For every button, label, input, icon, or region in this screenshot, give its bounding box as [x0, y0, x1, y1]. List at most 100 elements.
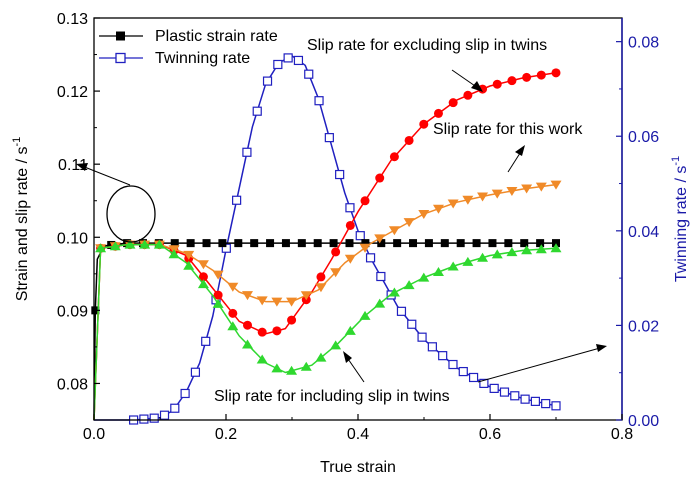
data-point-slip-including: [109, 241, 121, 251]
data-point-slip-this-work: [197, 260, 209, 270]
data-point-slip-including: [491, 249, 503, 259]
data-point-plastic: [202, 239, 211, 248]
data-point-slip-excluding: [433, 108, 443, 118]
data-point-slip-this-work: [388, 226, 400, 236]
data-point-slip-excluding: [448, 98, 458, 108]
data-point-twinning: [345, 203, 355, 213]
data-point-plastic: [297, 239, 306, 248]
data-point-slip-excluding: [243, 320, 253, 330]
data-point-twinning: [499, 387, 510, 397]
data-point-slip-including: [418, 272, 430, 282]
data-point-plastic: [313, 239, 322, 248]
arrow-including-head: [343, 351, 352, 363]
y-right-tick-label: 0.06: [628, 129, 659, 146]
data-point-twinning: [520, 394, 530, 404]
data-point-slip-including: [432, 267, 444, 277]
data-point-plastic: [520, 239, 529, 248]
data-point-twinning: [417, 332, 427, 342]
data-point-slip-including: [168, 249, 180, 259]
data-point-slip-this-work: [242, 291, 254, 301]
data-point-slip-excluding: [287, 315, 297, 325]
data-point-twinning: [355, 231, 365, 241]
data-point-slip-this-work: [477, 192, 489, 202]
data-point-slip-excluding: [463, 90, 473, 100]
y-right-tick-label: 0.02: [628, 318, 659, 335]
data-point-slip-including: [359, 310, 371, 320]
data-point-twinning: [252, 106, 262, 116]
data-point-slip-including: [403, 280, 415, 290]
data-point-slip-including: [300, 361, 312, 371]
data-point-slip-excluding: [536, 70, 546, 80]
data-point-slip-excluding: [257, 327, 267, 337]
arrow-plastic-axis: [81, 165, 131, 186]
axis-ticks: 0.0 0.2 0.4 0.6 0.8 0.08 0.09 0.10 0.11 0.12 0.13 0…: [57, 11, 659, 443]
data-point-slip-including: [535, 244, 547, 254]
data-point-twinning: [139, 414, 149, 424]
arrow-plastic-axis-head: [76, 163, 88, 171]
annotation-including-label: Slip rate for including slip in twins: [214, 388, 450, 405]
y-left-axis-title: Strain and slip rate / s-1: [11, 137, 31, 302]
data-point-slip-excluding: [331, 247, 341, 257]
data-point-twinning: [468, 372, 479, 383]
data-point-slip-including: [550, 243, 562, 253]
data-point-slip-including: [447, 261, 459, 271]
data-point-twinning: [365, 253, 376, 263]
data-point-slip-including: [286, 365, 298, 375]
data-point-slip-including: [330, 340, 342, 350]
x-tick-label: 0.2: [215, 426, 237, 443]
data-point-slip-including: [462, 256, 474, 266]
data-point-plastic: [234, 239, 243, 248]
x-tick-label: 0.6: [479, 426, 501, 443]
data-point-twinning: [180, 388, 190, 399]
data-point-twinning: [541, 398, 551, 409]
data-point-slip-including: [124, 239, 136, 249]
data-point-twinning: [190, 367, 201, 377]
highlight-ellipse: [106, 185, 156, 243]
data-point-twinning: [232, 195, 242, 205]
data-point-slip-this-work: [374, 234, 386, 244]
data-point-plastic: [393, 239, 402, 248]
data-point-slip-including: [521, 245, 533, 255]
legend-marker-twinning: [115, 52, 126, 64]
y-right-axis-title: Twinning rate / s-1: [670, 156, 690, 282]
data-point-slip-including: [388, 287, 400, 297]
data-point-twinning: [407, 319, 417, 329]
data-point-slip-including: [95, 243, 107, 253]
data-point-plastic: [472, 239, 481, 248]
x-axis-title: True strain: [320, 459, 396, 476]
data-point-plastic: [170, 239, 179, 248]
data-point-twinning: [551, 401, 561, 411]
data-point-plastic: [504, 239, 513, 248]
data-point-twinning: [427, 342, 437, 352]
annotation-this-work-label: Slip rate for this work: [433, 121, 583, 138]
data-point-twinning: [335, 169, 345, 180]
data-point-twinning: [479, 378, 489, 388]
x-tick-label: 0.8: [611, 426, 633, 443]
y-right-tick-label: 0.00: [628, 413, 659, 430]
data-point-twinning: [396, 306, 407, 316]
x-tick-label: 0.4: [347, 426, 369, 443]
data-point-slip-excluding: [272, 326, 282, 336]
data-point-plastic: [424, 239, 433, 248]
arrow-twinning-axis: [477, 347, 601, 383]
data-point-twinning: [262, 76, 273, 86]
data-point-twinning: [304, 69, 314, 79]
y-left-tick-label: 0.13: [57, 11, 88, 28]
data-point-slip-excluding: [228, 308, 238, 318]
y-left-tick-label: 0.09: [57, 303, 88, 320]
y-left-tick-label: 0.11: [58, 157, 88, 174]
data-point-slip-including: [271, 363, 283, 373]
data-point-slip-this-work: [432, 204, 444, 214]
data-point-slip-excluding: [522, 72, 532, 82]
data-point-plastic: [186, 239, 195, 248]
data-point-twinning: [458, 366, 468, 377]
data-point-slip-this-work: [315, 283, 327, 293]
data-point-slip-this-work: [344, 254, 356, 264]
data-point-twinning: [283, 53, 293, 63]
data-point-slip-including: [315, 352, 327, 362]
data-point-slip-this-work: [300, 291, 312, 301]
x-tick-label: 0.0: [83, 426, 105, 443]
series-line-twinning: [94, 55, 557, 421]
